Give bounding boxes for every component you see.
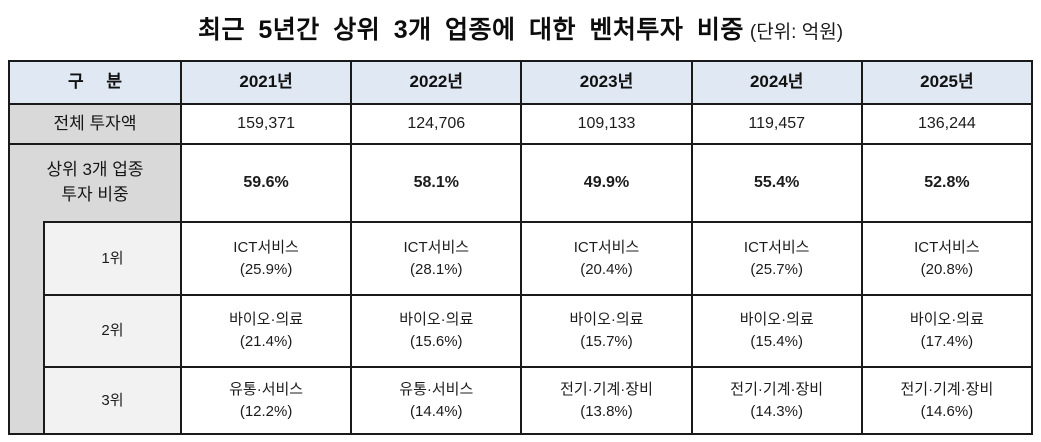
rank2-2022-industry: 바이오·의료: [399, 311, 474, 329]
rank3-2025-industry: 전기·기계·장비: [900, 380, 994, 398]
rank3-2021-industry: 유통·서비스: [229, 380, 304, 398]
rank2-2022: 바이오·의료 (15.6%): [350, 294, 521, 366]
rank1-2023: ICT서비스 (20.4%): [520, 221, 691, 294]
top3-share-2024: 55.4%: [690, 143, 861, 221]
rank1-2025-share: (20.8%): [920, 260, 974, 278]
rank-indent-strip: [10, 221, 43, 433]
rank1-2024: ICT서비스 (25.7%): [690, 221, 861, 294]
rank1-2024-share: (25.7%): [750, 260, 803, 278]
investment-table: 구 분 2021년 2022년 2023년 2024년 2025년 전체 투자액…: [8, 60, 1033, 435]
top3-share-2023: 49.9%: [520, 143, 691, 221]
rank3-2022: 유통·서비스 (14.4%): [350, 366, 521, 433]
rank1-2021-industry: ICT서비스: [233, 238, 299, 256]
rank1-2023-industry: ICT서비스: [573, 238, 640, 256]
top3-share-2025: 52.8%: [860, 143, 1031, 221]
top3-share-2021: 59.6%: [180, 143, 351, 221]
rank2-2021-share: (21.4%): [239, 333, 293, 350]
rank2-2023: 바이오·의료 (15.7%): [520, 294, 691, 366]
rank2-2024: 바이오·의료 (15.4%): [690, 294, 861, 366]
rank3-label: 3위: [43, 366, 180, 433]
rank2-2022-share: (15.6%): [410, 333, 463, 350]
rank3-2025: 전기·기계·장비 (14.6%): [860, 366, 1031, 433]
rank2-2023-industry: 바이오·의료: [569, 311, 644, 329]
row-label-top3-share-line2: 투자 비중: [61, 185, 129, 204]
top3-share-2022: 58.1%: [350, 143, 521, 221]
total-investment-2025: 136,244: [860, 103, 1031, 143]
row-label-top3-share: 상위 3개 업종 투자 비중: [10, 143, 180, 221]
rank2-2024-industry: 바이오·의료: [739, 311, 814, 329]
rank3-2024-industry: 전기·기계·장비: [730, 380, 824, 398]
rank3-2022-industry: 유통·서비스: [399, 380, 474, 398]
rank2-label: 2위: [43, 294, 180, 366]
header-cell-year-2024: 2024년: [690, 62, 861, 103]
rank2-2024-share: (15.4%): [750, 333, 803, 350]
rank2-2025: 바이오·의료 (17.4%): [860, 294, 1031, 366]
rank3-2023-share: (13.8%): [580, 402, 633, 420]
rank3-2023-industry: 전기·기계·장비: [560, 380, 653, 398]
document-title: 최근 5년간 상위 3개 업종에 대한 벤처투자 비중 (단위: 억원): [0, 10, 1041, 46]
rank1-2023-share: (20.4%): [580, 260, 633, 278]
rank1-2024-industry: ICT서비스: [743, 238, 810, 256]
total-investment-2021: 159,371: [180, 103, 351, 143]
rank2-2025-industry: 바이오·의료: [909, 311, 984, 329]
rank1-2022: ICT서비스 (28.1%): [350, 221, 521, 294]
total-investment-2023: 109,133: [520, 103, 691, 143]
rank2-2025-share: (17.4%): [920, 333, 974, 350]
rank1-2022-industry: ICT서비스: [403, 238, 470, 256]
rank1-label: 1위: [43, 221, 180, 294]
rank1-2025-industry: ICT서비스: [914, 238, 980, 256]
rank2-2023-share: (15.7%): [580, 333, 633, 350]
header-cell-category: 구 분: [10, 62, 180, 103]
row-label-top3-share-line1: 상위 3개 업종: [46, 160, 144, 180]
rank3-2023: 전기·기계·장비 (13.8%): [520, 366, 691, 433]
rank3-2022-share: (14.4%): [410, 402, 463, 420]
rank1-2025: ICT서비스 (20.8%): [860, 221, 1031, 294]
rank1-2022-share: (28.1%): [410, 260, 463, 278]
header-cell-year-2023: 2023년: [520, 62, 691, 103]
total-investment-2024: 119,457: [690, 103, 861, 143]
rank3-2025-share: (14.6%): [920, 402, 974, 420]
rank1-2021-share: (25.9%): [239, 260, 293, 278]
rank3-2024: 전기·기계·장비 (14.3%): [690, 366, 861, 433]
rank3-2024-share: (14.3%): [750, 402, 803, 420]
title-text: 최근 5년간 상위 3개 업종에 대한 벤처투자 비중: [197, 16, 744, 44]
row-label-total-investment: 전체 투자액: [10, 103, 180, 143]
header-cell-year-2022: 2022년: [350, 62, 521, 103]
rank1-2021: ICT서비스 (25.9%): [180, 221, 351, 294]
rank3-2021: 유통·서비스 (12.2%): [180, 366, 351, 433]
rank2-2021: 바이오·의료 (21.4%): [180, 294, 351, 366]
header-cell-year-2025: 2025년: [860, 62, 1031, 103]
rank2-2021-industry: 바이오·의료: [229, 311, 304, 329]
total-investment-2022: 124,706: [350, 103, 521, 143]
title-unit-label: (단위: 억원): [749, 22, 844, 43]
header-cell-year-2021: 2021년: [180, 62, 351, 103]
rank3-2021-share: (12.2%): [239, 402, 293, 420]
